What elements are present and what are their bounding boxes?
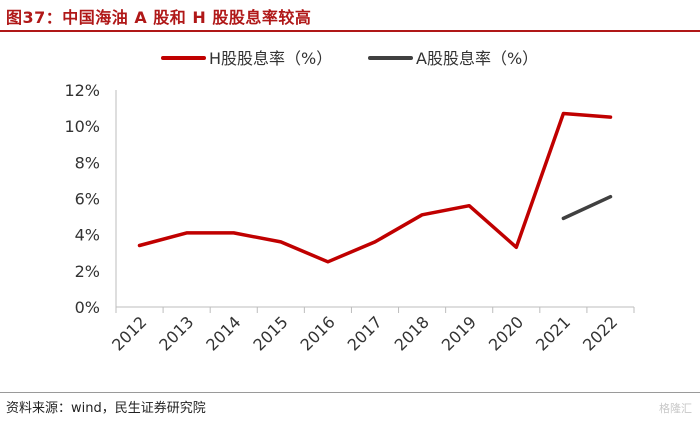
x-tick-label: 2013 [155,312,197,354]
x-tick-label: 2018 [391,312,433,354]
x-tick-label: 2012 [108,312,150,354]
x-tick-label: 2020 [485,312,527,354]
x-tick-label: 2021 [532,312,574,354]
y-tick-label: 6% [75,190,100,209]
chart-legend: H股股息率（%） A股股息率（%） [161,49,538,68]
title-divider [0,30,700,32]
series-line-h-share [137,111,613,264]
y-axis: 0% 2% 4% 6% 8% 10% 12% [64,81,117,317]
watermark-logo: 格隆汇 [659,402,692,415]
y-tick-label: 8% [75,153,100,172]
x-tick-label: 2014 [202,312,244,354]
y-tick-label: 10% [64,117,100,136]
x-axis: 2012 2013 2014 2015 2016 2017 2018 2019 2020 2021… [108,306,635,355]
line-chart: H股股息率（%） A股股息率（%） 0%2%4%6%8%10%12% 2012 20… [64,49,635,355]
x-tick-label: 2017 [344,312,386,354]
x-tick-label: 2015 [249,312,291,354]
x-tick-label: 2016 [297,312,339,354]
x-tick-label: 2022 [579,312,621,354]
y-tick-label: 12% [64,81,100,100]
y-tick-label: 4% [75,226,100,245]
source-note: 资料来源：wind，民生证券研究院 [6,401,206,416]
legend-label: H股股息率（%） [209,49,332,68]
y-tick-label: 0% [75,298,100,317]
x-tick-label: 2019 [438,312,480,354]
y-tick-label: 2% [75,262,100,281]
series-lines [137,111,613,264]
footer-divider [0,392,700,393]
legend-label: A股股息率（%） [416,49,538,68]
figure-title: 图37：中国海油 A 股和 H 股股息率较高 [6,8,312,27]
series-line-a-share [561,194,613,221]
